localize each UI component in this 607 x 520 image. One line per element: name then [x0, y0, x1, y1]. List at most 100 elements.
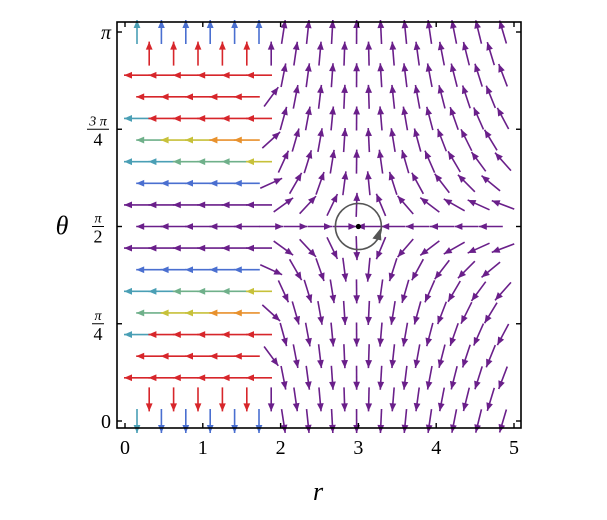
- arrow-head: [292, 402, 300, 412]
- arrow-head: [341, 84, 348, 93]
- arrow-head: [425, 106, 433, 116]
- arrow-head: [182, 20, 190, 28]
- arrow-head: [221, 244, 230, 252]
- arrow-head: [197, 71, 206, 79]
- arrow-head: [294, 172, 302, 182]
- arrow-head: [267, 403, 275, 412]
- arrow-head: [377, 424, 385, 433]
- arrow-head: [401, 337, 409, 347]
- arrow-head: [397, 248, 406, 258]
- arrow-head: [172, 115, 181, 122]
- arrow-head: [330, 250, 338, 259]
- arrow-head: [449, 380, 457, 390]
- arrow-head: [194, 403, 202, 412]
- arrow-head: [425, 337, 433, 347]
- arrow-head: [294, 271, 302, 281]
- arrow-head: [413, 85, 421, 94]
- arrow-head: [413, 41, 421, 51]
- arrow-head: [293, 315, 300, 325]
- arrow-head: [172, 287, 181, 295]
- arrow-head: [474, 380, 481, 390]
- arrow-head: [170, 41, 177, 50]
- arrow-head: [267, 41, 275, 50]
- arrow-head: [160, 136, 169, 144]
- arrow-head: [246, 287, 254, 295]
- arrow-head: [484, 314, 492, 324]
- arrow-head: [293, 128, 300, 138]
- arrow-head: [133, 425, 141, 433]
- arrow-head: [284, 197, 294, 206]
- arrow-head: [148, 115, 157, 122]
- arrow-head: [316, 403, 324, 412]
- arrow-head: [495, 292, 503, 301]
- arrow-head: [443, 247, 453, 255]
- arrow-head: [273, 268, 283, 275]
- arrow-head: [491, 200, 501, 207]
- arrow-head: [329, 424, 336, 433]
- arrow-head: [197, 244, 206, 252]
- arrow-head: [305, 294, 313, 303]
- arrow-head: [324, 223, 332, 230]
- arrow-head: [491, 246, 501, 253]
- arrow-head: [317, 128, 325, 137]
- arrow-head: [481, 269, 490, 278]
- arrow-head: [437, 41, 445, 51]
- arrow-head: [280, 381, 288, 390]
- arrow-head: [197, 374, 206, 382]
- arrow-head: [388, 272, 396, 282]
- arrow-head: [124, 244, 132, 252]
- arrow-head: [329, 294, 337, 304]
- arrow-head: [377, 106, 385, 115]
- arrow-head: [304, 20, 312, 29]
- arrow-head: [160, 309, 169, 317]
- svg-text:3 π: 3 π: [88, 114, 108, 129]
- arrow-head: [233, 179, 242, 187]
- arrow-head: [389, 359, 397, 369]
- arrow-head: [389, 84, 397, 94]
- arrow-head: [148, 374, 157, 382]
- arrow-head: [160, 223, 169, 230]
- arrow-head: [246, 331, 254, 338]
- arrow-head: [365, 360, 373, 369]
- arrow-head: [353, 338, 361, 347]
- arrow-head: [145, 41, 153, 50]
- arrow-head: [160, 352, 169, 360]
- arrow-head: [185, 179, 193, 187]
- arrow-head: [397, 195, 406, 205]
- y-tick-fraction-label: 3 π4: [87, 114, 109, 149]
- arrow-head: [486, 42, 493, 51]
- arrow-head: [437, 85, 445, 94]
- arrow-head: [284, 247, 294, 256]
- y-axis-title: θ: [56, 211, 69, 240]
- arrow-head: [209, 93, 218, 101]
- arrow-head: [424, 150, 432, 160]
- arrow-head: [271, 131, 281, 140]
- x-tick-label: 5: [509, 437, 519, 459]
- arrow-head: [182, 425, 190, 433]
- arrow-head: [486, 358, 493, 368]
- arrow-head: [353, 295, 361, 304]
- arrow-head: [233, 136, 242, 144]
- arrow-head: [486, 402, 493, 411]
- arrow-head: [124, 201, 132, 209]
- arrow-head: [481, 175, 490, 184]
- arrow-head: [353, 149, 361, 158]
- arrow-head: [293, 359, 300, 368]
- arrow-head: [467, 246, 477, 254]
- arrow-head: [462, 41, 469, 51]
- y-tick-fraction-label: π4: [92, 309, 104, 344]
- arrow-head: [246, 71, 254, 79]
- arrow-head: [405, 223, 414, 230]
- arrow-head: [136, 223, 145, 230]
- arrow-head: [148, 201, 157, 209]
- arrow-head: [197, 331, 206, 338]
- arrow-head: [341, 171, 349, 180]
- arrow-head: [413, 128, 420, 138]
- arrow-head: [197, 158, 206, 166]
- arrow-head: [124, 115, 132, 122]
- arrow-head: [185, 93, 193, 101]
- arrow-head: [329, 20, 336, 29]
- svg-text:4: 4: [94, 129, 103, 149]
- arrow-head: [365, 403, 373, 412]
